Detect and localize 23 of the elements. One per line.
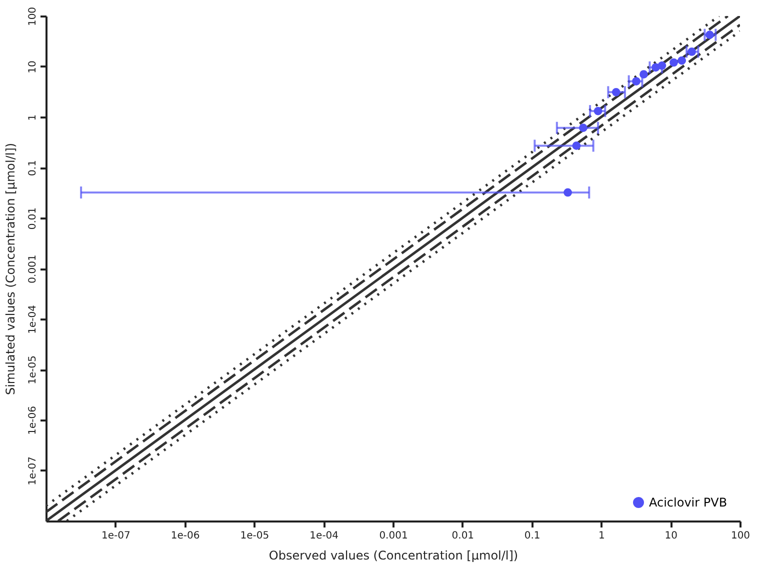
y-tick-label: 1e-04 bbox=[28, 305, 38, 334]
x-axis-title: Observed values (Concentration [µmol/l]) bbox=[268, 548, 518, 562]
y-tick-label: 0.1 bbox=[28, 160, 38, 176]
x-tick-label: 0.01 bbox=[452, 530, 474, 542]
x-tick-label: 1e-05 bbox=[240, 530, 270, 542]
y-axis-title: Simulated values (Concentration [µmol/l]) bbox=[4, 142, 18, 396]
legend-label: Aciclovir PVB bbox=[649, 496, 728, 510]
y-tick-label: 10 bbox=[28, 60, 38, 74]
x-tick-label: 100 bbox=[730, 530, 750, 542]
y-tick-label: 100 bbox=[28, 6, 38, 26]
x-tick-label: 10 bbox=[664, 530, 678, 542]
y-tick-label: 1 bbox=[28, 114, 38, 121]
x-tick-label: 1e-07 bbox=[101, 530, 130, 542]
x-tick-label: 1e-04 bbox=[310, 530, 339, 542]
x-tick-label: 0.1 bbox=[524, 530, 540, 542]
y-tick-label: 1e-07 bbox=[28, 456, 38, 486]
x-tick-label: 1 bbox=[598, 530, 605, 542]
y-tick-label: 0.001 bbox=[28, 254, 38, 284]
y-tick-label: 1e-06 bbox=[28, 406, 38, 435]
x-tick-label: 0.001 bbox=[379, 530, 408, 542]
x-tick-label: 1e-06 bbox=[170, 530, 200, 542]
y-tick-label: 0.01 bbox=[28, 207, 38, 230]
y-tick-label: 1e-05 bbox=[28, 356, 38, 384]
